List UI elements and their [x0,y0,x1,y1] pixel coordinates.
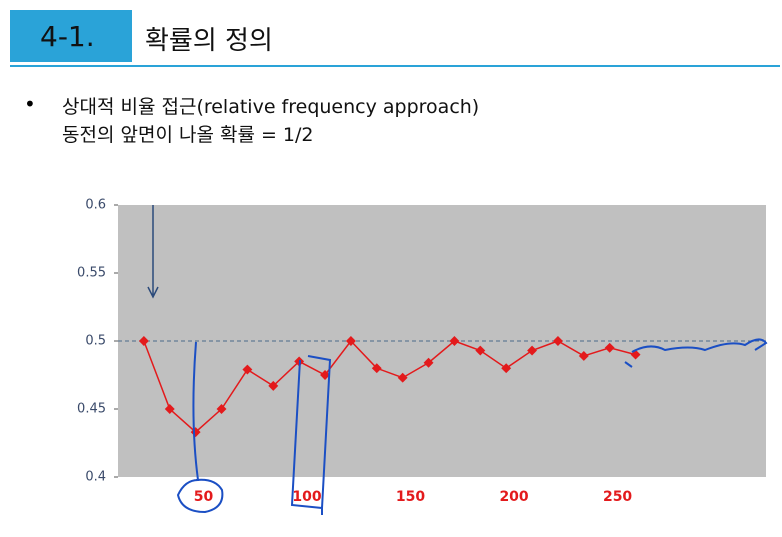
series-line [143,339,636,434]
bullet-text: 상대적 비율 접근(relative frequency approach) [62,96,480,118]
bullet-text: 동전의 앞면이 나올 확률 = 1/2 [62,124,314,146]
header-number: 4-1. [40,20,95,53]
y-tick-label: 0.6 [85,198,106,213]
point [268,380,279,391]
point [138,336,149,346]
point [371,363,382,374]
point [501,363,512,374]
point [216,404,227,414]
x-tick-label: 200 [499,489,528,505]
point [320,370,330,380]
x-tick-label: 250 [603,489,632,505]
point [164,404,175,414]
point [449,336,460,346]
point [552,336,563,346]
point [242,364,253,375]
point [604,342,615,353]
y-tick-label: 0.4 [85,470,106,485]
point [475,345,486,356]
y-tick-label: 0.45 [77,402,106,417]
y-tick-label: 0.5 [85,334,106,349]
point [345,336,356,346]
point [397,372,408,383]
header-rule [10,65,780,67]
x-tick-label: 150 [396,489,425,505]
bullet-dot: • [24,92,36,116]
x-tick-label: 50 [194,489,214,505]
y-tick-label: 0.55 [77,266,106,281]
point [423,357,434,368]
handwriting [147,205,768,515]
header-title: 확률의 정의 [145,26,273,56]
x-tick-label: 100 [292,489,321,505]
point [527,345,538,356]
point [578,351,589,361]
header-box [10,10,132,62]
